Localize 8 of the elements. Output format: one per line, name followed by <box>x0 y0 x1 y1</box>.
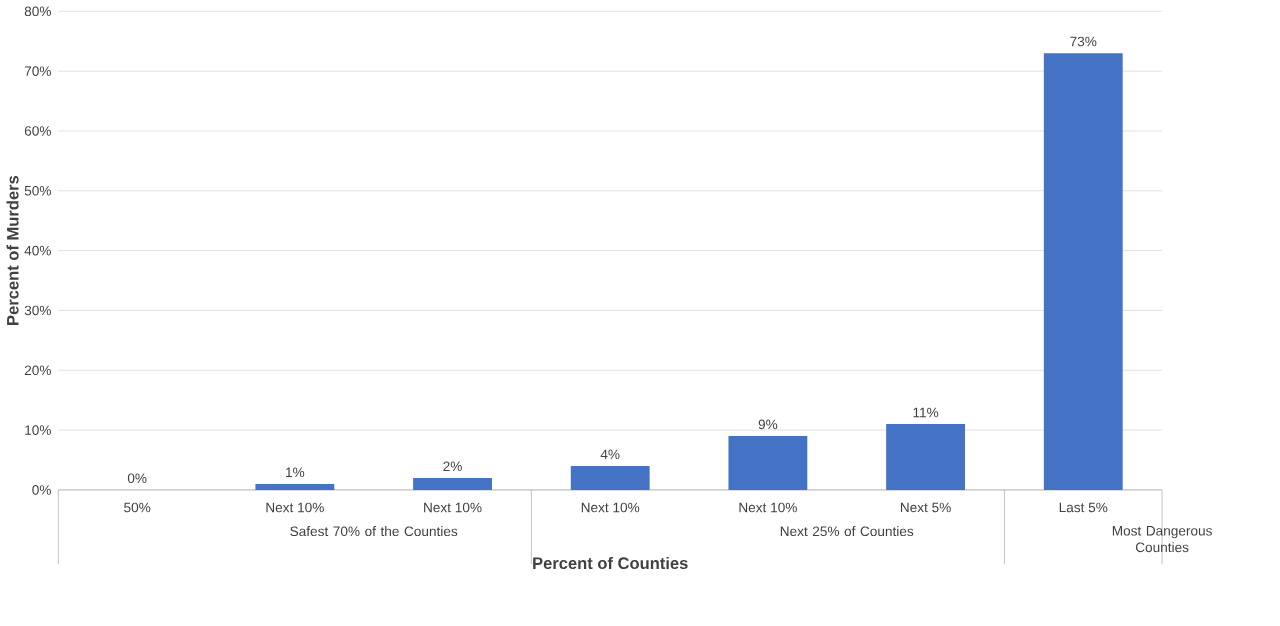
bar <box>1043 52 1123 490</box>
bar <box>728 435 808 490</box>
x-axis-title: Percent of Counties <box>533 556 688 569</box>
bar <box>413 477 492 490</box>
bar <box>886 423 965 490</box>
bar <box>570 465 650 490</box>
bar <box>255 483 335 490</box>
y-axis-title: Percent of Murders <box>6 175 19 325</box>
